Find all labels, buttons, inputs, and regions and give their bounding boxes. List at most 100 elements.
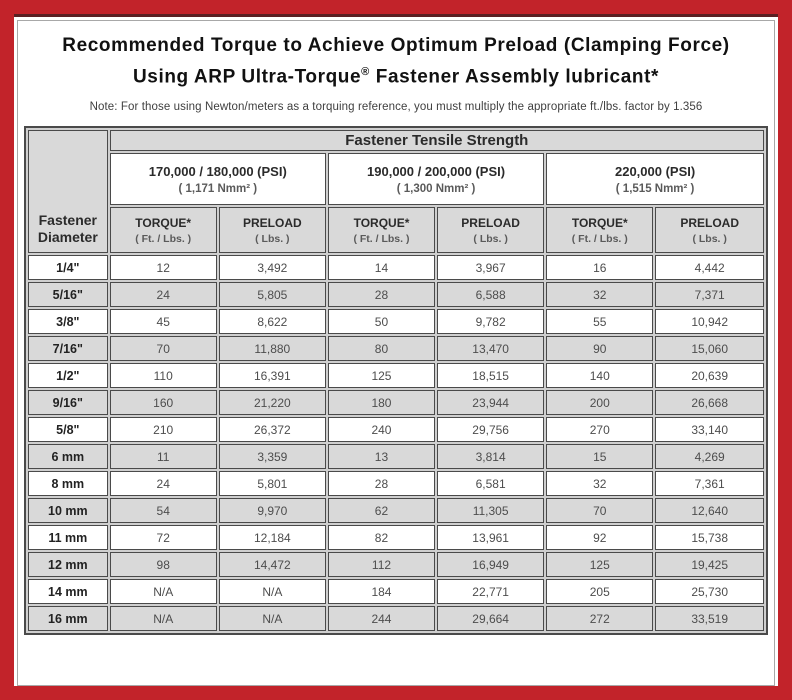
preload-value-cell: 33,140 xyxy=(655,417,764,443)
torque-value-cell: 92 xyxy=(546,525,654,551)
torque-column-header: TORQUE* ( Ft. / Lbs. ) xyxy=(109,207,217,254)
fastener-diameter-cell: 7/16" xyxy=(28,336,108,362)
preload-value-cell: N/A xyxy=(218,606,326,632)
psi-group-170: 170,000 / 180,000 (PSI) ( 1,171 Nmm² ) xyxy=(109,153,326,206)
fastener-diameter-cell: 1/2" xyxy=(28,363,108,389)
table-row: 1/4" 12 3,492 14 3,967 16 4,442 xyxy=(28,255,764,281)
torque-value-cell: 98 xyxy=(109,552,217,578)
torque-value-cell: 112 xyxy=(327,552,436,578)
preload-value-cell: N/A xyxy=(218,579,326,605)
registered-trademark-symbol: ® xyxy=(361,66,370,78)
torque-value-cell: 82 xyxy=(327,525,436,551)
preload-value-cell: 4,442 xyxy=(655,255,764,281)
torque-value-cell: 210 xyxy=(109,417,217,443)
preload-value-cell: 6,581 xyxy=(437,471,545,497)
preload-value-cell: 9,970 xyxy=(218,498,326,524)
torque-value-cell: 200 xyxy=(546,390,654,416)
fastener-diameter-cell: 6 mm xyxy=(28,444,108,470)
preload-value-cell: 3,359 xyxy=(218,444,326,470)
fastener-diameter-cell: 1/4" xyxy=(28,255,108,281)
preload-value-cell: 4,269 xyxy=(655,444,764,470)
page-title: Recommended Torque to Achieve Optimum Pr… xyxy=(24,33,768,90)
torque-value-cell: 62 xyxy=(327,498,436,524)
torque-value-cell: 24 xyxy=(109,282,217,308)
preload-value-cell: 33,519 xyxy=(655,606,764,632)
torque-table: Fastener Diameter Fastener Tensile Stren… xyxy=(24,126,768,636)
preload-value-cell: 25,730 xyxy=(655,579,764,605)
fastener-diameter-cell: 3/8" xyxy=(28,309,108,335)
preload-value-cell: 3,492 xyxy=(218,255,326,281)
document-sheet: Recommended Torque to Achieve Optimum Pr… xyxy=(14,14,778,686)
preload-value-cell: 3,967 xyxy=(437,255,545,281)
table-row: 9/16" 160 21,220 180 23,944 200 26,668 xyxy=(28,390,764,416)
torque-value-cell: 28 xyxy=(327,282,436,308)
torque-value-cell: 45 xyxy=(109,309,217,335)
table-row: 14 mm N/A N/A 184 22,771 205 25,730 xyxy=(28,579,764,605)
table-row: 5/8" 210 26,372 240 29,756 270 33,140 xyxy=(28,417,764,443)
torque-column-header: TORQUE* ( Ft. / Lbs. ) xyxy=(546,207,654,254)
preload-value-cell: 23,944 xyxy=(437,390,545,416)
table-row: 7/16" 70 11,880 80 13,470 90 15,060 xyxy=(28,336,764,362)
preload-value-cell: 14,472 xyxy=(218,552,326,578)
preload-value-cell: 12,640 xyxy=(655,498,764,524)
fastener-diameter-cell: 8 mm xyxy=(28,471,108,497)
title-line-2: Using ARP Ultra-Torque® Fastener Assembl… xyxy=(132,66,660,88)
fastener-diameter-cell: 10 mm xyxy=(28,498,108,524)
torque-value-cell: 140 xyxy=(546,363,654,389)
conversion-note: Note: For those using Newton/meters as a… xyxy=(89,101,703,114)
fastener-diameter-cell: 5/8" xyxy=(28,417,108,443)
table-row: 12 mm 98 14,472 112 16,949 125 19,425 xyxy=(28,552,764,578)
preload-value-cell: 13,961 xyxy=(437,525,545,551)
preload-value-cell: 10,942 xyxy=(655,309,764,335)
preload-value-cell: 11,880 xyxy=(218,336,326,362)
preload-column-header: PRELOAD ( Lbs. ) xyxy=(218,207,326,254)
torque-value-cell: 50 xyxy=(327,309,436,335)
torque-value-cell: 80 xyxy=(327,336,436,362)
preload-value-cell: 13,470 xyxy=(437,336,545,362)
preload-value-cell: 9,782 xyxy=(437,309,545,335)
torque-value-cell: 32 xyxy=(546,471,654,497)
preload-value-cell: 26,668 xyxy=(655,390,764,416)
torque-value-cell: 90 xyxy=(546,336,654,362)
preload-value-cell: 11,305 xyxy=(437,498,545,524)
torque-value-cell: 70 xyxy=(109,336,217,362)
torque-value-cell: 54 xyxy=(109,498,217,524)
torque-value-cell: 24 xyxy=(109,471,217,497)
fastener-diameter-cell: 14 mm xyxy=(28,579,108,605)
preload-value-cell: 19,425 xyxy=(655,552,764,578)
preload-value-cell: 18,515 xyxy=(437,363,545,389)
torque-value-cell: 55 xyxy=(546,309,654,335)
column-header-row: TORQUE* ( Ft. / Lbs. ) PRELOAD ( Lbs. ) … xyxy=(28,207,764,254)
torque-value-cell: 28 xyxy=(327,471,436,497)
fastener-diameter-cell: 9/16" xyxy=(28,390,108,416)
preload-value-cell: 29,664 xyxy=(437,606,545,632)
torque-value-cell: 125 xyxy=(327,363,436,389)
table-row: 8 mm 24 5,801 28 6,581 32 7,361 xyxy=(28,471,764,497)
preload-value-cell: 3,814 xyxy=(437,444,545,470)
table-row: 10 mm 54 9,970 62 11,305 70 12,640 xyxy=(28,498,764,524)
torque-value-cell: 184 xyxy=(327,579,436,605)
table-row: 3/8" 45 8,622 50 9,782 55 10,942 xyxy=(28,309,764,335)
torque-value-cell: 70 xyxy=(546,498,654,524)
torque-value-cell: 72 xyxy=(109,525,217,551)
torque-value-cell: N/A xyxy=(109,579,217,605)
torque-value-cell: 12 xyxy=(109,255,217,281)
preload-value-cell: 7,371 xyxy=(655,282,764,308)
preload-value-cell: 6,588 xyxy=(437,282,545,308)
fastener-diameter-cell: 16 mm xyxy=(28,606,108,632)
table-row: 11 mm 72 12,184 82 13,961 92 15,738 xyxy=(28,525,764,551)
fastener-diameter-header: Fastener Diameter xyxy=(28,130,108,254)
psi-group-190: 190,000 / 200,000 (PSI) ( 1,300 Nmm² ) xyxy=(327,153,545,206)
fastener-diameter-cell: 12 mm xyxy=(28,552,108,578)
table-row: 16 mm N/A N/A 244 29,664 272 33,519 xyxy=(28,606,764,632)
fastener-diameter-cell: 5/16" xyxy=(28,282,108,308)
preload-value-cell: 15,060 xyxy=(655,336,764,362)
preload-value-cell: 7,361 xyxy=(655,471,764,497)
preload-value-cell: 16,949 xyxy=(437,552,545,578)
torque-value-cell: 14 xyxy=(327,255,436,281)
table-body: 1/4" 12 3,492 14 3,967 16 4,442 5/16" 24 5,805 28 6… xyxy=(28,255,764,632)
torque-value-cell: 32 xyxy=(546,282,654,308)
torque-value-cell: 11 xyxy=(109,444,217,470)
psi-group-220: 220,000 (PSI) ( 1,515 Nmm² ) xyxy=(546,153,764,206)
table-row: 5/16" 24 5,805 28 6,588 32 7,371 xyxy=(28,282,764,308)
